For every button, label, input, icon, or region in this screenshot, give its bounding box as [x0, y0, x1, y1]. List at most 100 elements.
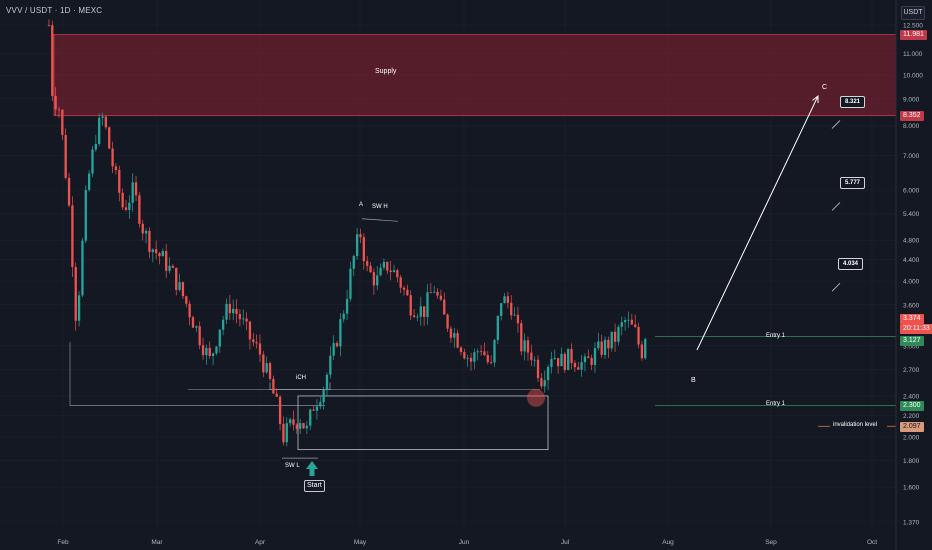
symbol-title[interactable]: VVV / USDT · 1D · MEXC	[6, 6, 103, 15]
candle-body	[168, 265, 171, 271]
candle-body	[305, 425, 309, 429]
candle-body	[188, 303, 191, 318]
candle-body	[382, 261, 386, 268]
candle-body	[349, 268, 352, 299]
x-tick-label: Oct	[867, 539, 877, 546]
candle-body	[319, 402, 322, 407]
candle-body	[81, 240, 84, 296]
x-tick-label: Feb	[57, 539, 69, 546]
candle-body	[463, 352, 466, 359]
candle-body	[238, 313, 242, 320]
candle-body	[372, 272, 376, 286]
candle-body	[255, 342, 258, 344]
candle-body	[57, 109, 61, 111]
candle-body	[500, 303, 503, 316]
candle-body	[523, 340, 526, 352]
entry-upper-tag: 3.127	[900, 336, 924, 346]
candle-body	[342, 313, 345, 320]
y-tick-label: 1.370	[903, 520, 920, 527]
entry-1-upper-label: Entry 1	[766, 333, 786, 339]
candle-body	[104, 116, 108, 128]
candle-body	[98, 117, 101, 144]
x-tick-label: Mar	[151, 539, 163, 546]
y-tick-label: 2.000	[903, 434, 920, 441]
y-tick-label: 9.000	[903, 96, 920, 103]
candle-body	[443, 299, 446, 315]
candle-body	[597, 341, 600, 349]
candle-body	[339, 319, 342, 347]
candle-body	[325, 374, 329, 389]
candle-body	[433, 291, 436, 293]
target-pointer	[831, 202, 841, 211]
candle-body	[121, 192, 124, 208]
candle-body	[71, 205, 74, 268]
trade-levels	[655, 120, 896, 427]
candle-body	[620, 322, 623, 327]
invalidation-label: invalidation level	[833, 422, 878, 428]
candle-body	[386, 261, 389, 271]
candle-body	[503, 296, 506, 304]
candle-body	[77, 295, 81, 321]
candle-body	[617, 326, 620, 342]
candle-body	[355, 234, 359, 257]
extra-marks	[306, 388, 545, 476]
candle-body	[392, 270, 396, 273]
x-tick-label: May	[354, 539, 367, 546]
swing-high-line	[361, 218, 399, 222]
candle-body	[201, 345, 205, 356]
candle-body	[493, 340, 496, 363]
candle-body	[205, 347, 208, 356]
candle-body	[453, 333, 456, 338]
candle-body	[483, 351, 486, 356]
structure-lines	[69, 218, 549, 459]
candle-body	[51, 25, 54, 96]
candle-body	[513, 314, 516, 316]
candle-body	[91, 149, 94, 174]
candle-body	[520, 323, 523, 352]
candle-body	[329, 355, 332, 375]
candle-body	[285, 423, 288, 443]
x-tick-label: Jun	[459, 539, 470, 546]
candle-body	[563, 353, 566, 371]
candle-body	[550, 358, 553, 367]
candle-body	[345, 298, 349, 314]
supply-bottom-tag: 8.352	[900, 111, 924, 121]
candle-body	[161, 251, 164, 257]
candle-body	[332, 343, 335, 356]
candle-body	[352, 256, 355, 269]
candles	[47, 19, 647, 447]
candle-body	[215, 346, 218, 354]
candle-body	[476, 351, 479, 353]
target-1-callout: 4.034	[838, 258, 864, 270]
candle-body	[469, 357, 473, 362]
candle-body	[637, 326, 640, 345]
candle-body	[623, 320, 627, 323]
candle-body	[473, 352, 476, 362]
candle-body	[288, 419, 292, 424]
candle-body	[165, 251, 168, 271]
candle-body	[422, 306, 426, 318]
candle-body	[573, 362, 577, 368]
start-arrow-icon	[306, 461, 318, 476]
candle-body	[439, 295, 443, 300]
currency-unit-button[interactable]: USDT	[901, 6, 925, 20]
candle-body	[275, 393, 278, 397]
candle-body	[376, 275, 379, 286]
candle-body	[419, 306, 422, 317]
candle-body	[235, 308, 238, 314]
x-tick-label: Aug	[662, 539, 674, 546]
candle-body	[399, 277, 402, 288]
candle-body	[292, 419, 295, 425]
candle-body	[446, 314, 449, 329]
projection-arrowhead	[812, 94, 819, 104]
left-range-line	[69, 342, 325, 406]
candle-body	[570, 348, 573, 363]
wave-b-label: B	[691, 377, 696, 384]
candle-body	[195, 326, 198, 328]
candle-body	[282, 423, 285, 443]
candle-body	[489, 362, 493, 363]
candle-body	[506, 296, 510, 303]
candle-body	[530, 352, 533, 361]
candle-body	[543, 380, 546, 387]
